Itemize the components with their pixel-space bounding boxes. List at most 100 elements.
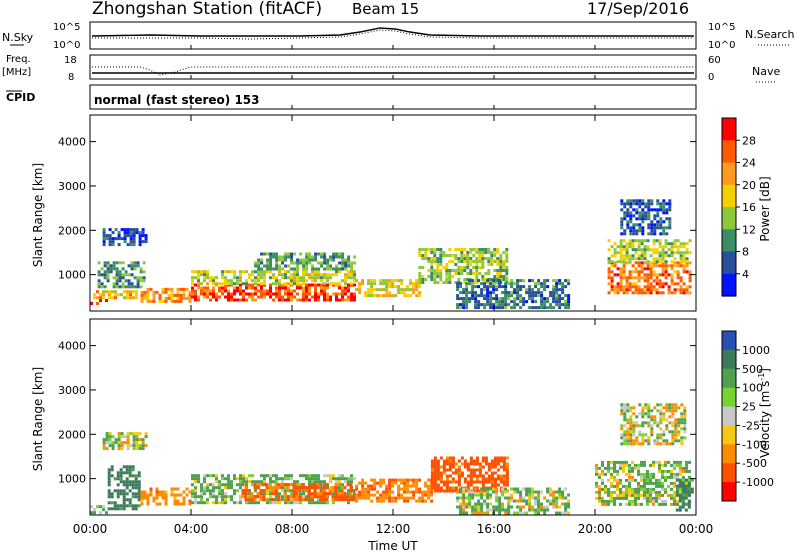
cell-power-9 <box>442 281 446 284</box>
cell-power-7 <box>302 261 306 265</box>
cell-velocity-9 <box>640 463 643 467</box>
cell-velocity-7 <box>454 480 458 484</box>
cell-power-8 <box>370 285 374 289</box>
cell-power-11 <box>628 285 632 289</box>
cell-velocity-1 <box>119 468 123 472</box>
cell-velocity-8 <box>537 499 541 503</box>
cell-power-6 <box>272 276 275 280</box>
cell-power-10 <box>564 285 568 289</box>
cell-velocity-9 <box>658 490 661 494</box>
cell-velocity-4 <box>299 492 302 496</box>
cell-power-3 <box>117 234 121 238</box>
cell-power-11 <box>655 291 659 295</box>
cell-power-13 <box>665 211 669 215</box>
cell-power-9 <box>460 257 464 260</box>
cell-velocity-11 <box>684 490 688 494</box>
cell-velocity-8 <box>504 490 508 494</box>
cell-power-4 <box>140 299 144 303</box>
cell-velocity-10 <box>632 433 636 437</box>
cell-velocity-9 <box>634 490 637 494</box>
cell-power-10 <box>564 306 568 310</box>
cell-velocity-5 <box>247 489 251 493</box>
cell-velocity-9 <box>682 493 685 497</box>
cell-power-11 <box>643 267 647 271</box>
cell-power-8 <box>385 291 389 295</box>
cell-power-10 <box>537 288 541 292</box>
cell-power-3 <box>126 234 130 238</box>
cell-velocity-6 <box>376 496 380 500</box>
cell-power-7 <box>332 258 336 262</box>
cell-power-2 <box>106 276 110 280</box>
cell-velocity-8 <box>519 511 523 515</box>
cell-power-1 <box>129 290 132 294</box>
cell-power-9 <box>499 263 503 266</box>
cell-velocity-8 <box>519 508 523 512</box>
nsky-trace <box>91 27 694 37</box>
cell-power-6 <box>197 276 200 280</box>
cell-power-6 <box>212 276 215 280</box>
cell-velocity-9 <box>607 478 610 482</box>
cell-power-6 <box>281 276 284 280</box>
cell-velocity-4 <box>272 480 275 484</box>
cell-power-6 <box>260 282 263 286</box>
cell-velocity-8 <box>495 499 499 503</box>
cell-velocity-3 <box>155 502 159 506</box>
cell-velocity-2 <box>117 441 121 445</box>
colorbar-swatch <box>722 118 736 141</box>
cell-velocity-4 <box>203 486 206 490</box>
cell-velocity-8 <box>567 511 571 515</box>
cell-velocity-8 <box>537 511 541 515</box>
cell-velocity-9 <box>625 463 628 467</box>
cell-velocity-1 <box>134 504 138 508</box>
cell-velocity-8 <box>558 487 562 491</box>
cell-power-9 <box>418 266 422 269</box>
cell-velocity-8 <box>480 493 484 497</box>
cell-power-10 <box>540 303 544 307</box>
cell-velocity-7 <box>502 474 506 478</box>
cell-power-7 <box>287 255 291 259</box>
cell-power-11 <box>649 291 653 295</box>
cell-velocity-6 <box>397 493 401 497</box>
cell-velocity-4 <box>233 474 236 478</box>
cell-velocity-9 <box>637 484 640 488</box>
cell-velocity-7 <box>496 468 500 472</box>
cell-power-11 <box>625 276 629 280</box>
cell-power-9 <box>469 257 473 260</box>
cell-velocity-8 <box>549 487 553 491</box>
cell-power-10 <box>489 306 493 310</box>
cell-power-5 <box>350 298 353 302</box>
cell-power-5 <box>323 298 326 302</box>
cell-velocity-9 <box>598 487 601 491</box>
cell-power-9 <box>466 278 470 281</box>
cell-power-6 <box>335 273 338 277</box>
cell-velocity-4 <box>335 477 338 481</box>
cell-velocity-4 <box>269 495 272 499</box>
cell-velocity-11 <box>681 502 685 506</box>
cell-velocity-7 <box>481 465 485 469</box>
cell-velocity-5 <box>262 495 266 499</box>
cell-power-13 <box>641 217 645 221</box>
cell-power-8 <box>391 279 395 283</box>
cell-power-13 <box>641 229 645 233</box>
cell-velocity-7 <box>475 489 479 493</box>
cell-power-10 <box>480 282 484 286</box>
cell-velocity-9 <box>643 490 646 494</box>
cell-power-10 <box>495 288 499 292</box>
cell-velocity-5 <box>325 495 329 499</box>
cell-velocity-8 <box>555 505 559 509</box>
cell-velocity-9 <box>616 478 619 482</box>
cell-velocity-8 <box>558 505 562 509</box>
cell-power-11 <box>619 285 623 289</box>
cell-velocity-6 <box>421 496 425 500</box>
cell-velocity-2 <box>138 432 142 436</box>
cell-velocity-10 <box>659 442 663 446</box>
cell-power-6 <box>347 276 350 280</box>
cell-power-11 <box>613 273 617 277</box>
cell-velocity-9 <box>673 463 676 467</box>
cell-power-9 <box>436 263 440 266</box>
cell-power-13 <box>629 214 633 218</box>
cell-power-5 <box>290 292 293 296</box>
cell-power-1 <box>114 296 117 300</box>
cell-power-4 <box>170 296 174 300</box>
cell-velocity-9 <box>634 463 637 467</box>
